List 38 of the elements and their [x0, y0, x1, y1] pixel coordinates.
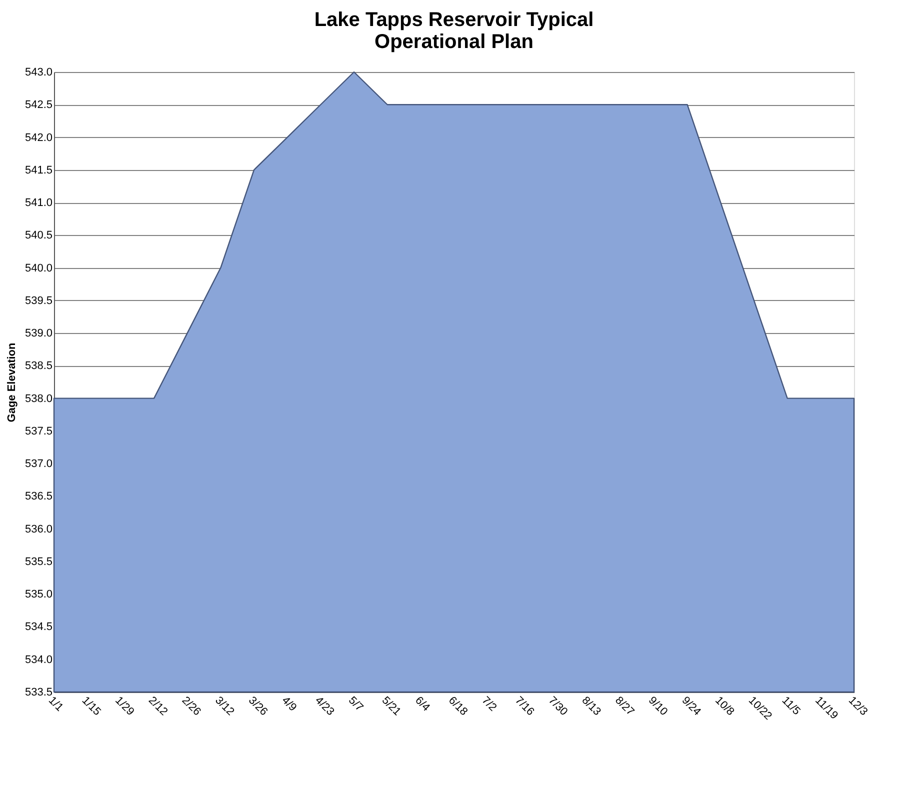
x-tick-label: 2/26	[179, 694, 203, 718]
y-tick-label: 540.5	[24, 230, 52, 242]
x-tick-label: 10/8	[712, 694, 736, 718]
x-tick-label: 7/2	[479, 694, 499, 714]
y-tick-label: 537.5	[24, 425, 52, 438]
y-tick-label: 536.0	[24, 523, 52, 536]
y-tick-label: 542.0	[24, 132, 52, 144]
x-tick-label: 6/18	[446, 694, 470, 718]
y-tick-label: 542.5	[24, 99, 52, 112]
x-tick-label: 1/29	[112, 694, 136, 718]
x-tick-label: 3/26	[246, 694, 270, 718]
x-tick-label: 9/10	[646, 694, 670, 718]
x-tick-label: 12/3	[846, 694, 870, 718]
y-axis-title: Gage Elevation	[6, 342, 18, 422]
y-tick-label: 537.0	[24, 458, 52, 470]
y-tick-label: 543.0	[24, 66, 52, 78]
x-tick-label: 4/23	[312, 694, 336, 718]
x-tick-label: 8/13	[579, 694, 603, 718]
y-tick-label: 540.0	[24, 262, 52, 274]
x-tick-label: 9/24	[679, 694, 703, 718]
x-tick-label: 4/9	[279, 694, 299, 714]
y-tick-label: 534.0	[24, 654, 52, 666]
y-tick-label: 538.0	[24, 392, 52, 405]
x-tick-label: 5/7	[346, 694, 366, 714]
x-tick-label: 8/27	[612, 694, 636, 718]
y-tick-label: 539.0	[24, 328, 52, 340]
y-tick-label: 535.0	[24, 588, 52, 601]
y-tick-label: 534.5	[24, 621, 52, 634]
y-tick-label: 538.5	[24, 360, 52, 372]
y-tick-label: 541.0	[24, 197, 52, 210]
y-tick-label: 539.5	[24, 294, 52, 307]
chart-title: Lake Tapps Reservoir Typical Operational Plan	[314, 9, 594, 53]
x-tick-label: 1/15	[79, 694, 103, 718]
y-tick-label: 535.5	[24, 556, 52, 568]
x-tick-label: 6/4	[412, 694, 432, 714]
x-tick-label: 11/5	[779, 694, 802, 718]
y-tick-label: 541.5	[24, 164, 52, 176]
y-tick-label: 536.5	[24, 490, 52, 503]
